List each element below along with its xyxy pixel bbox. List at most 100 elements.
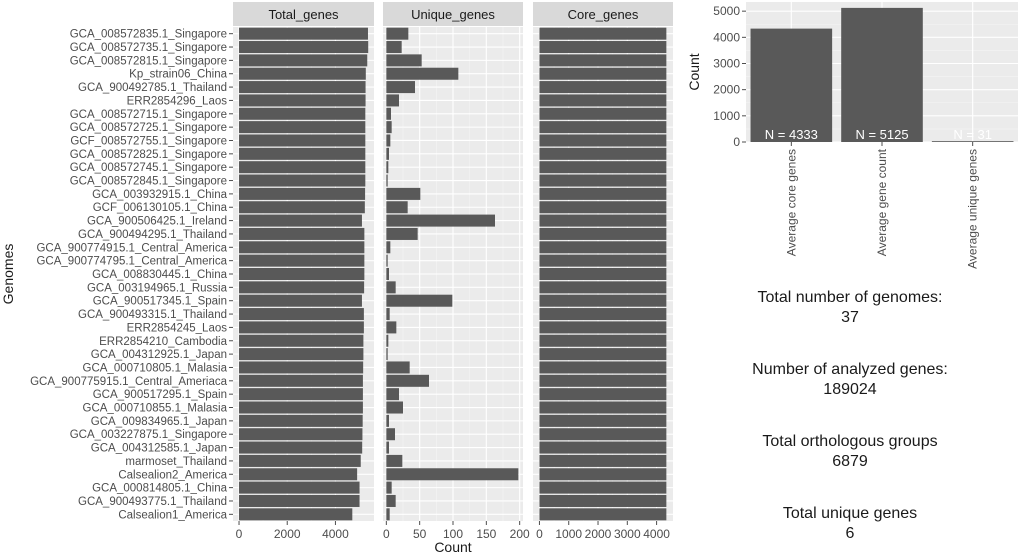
bar-unique-genes-gca-008572815-1-singapore: [386, 54, 422, 67]
x-tick-label-unique-genes: 50: [413, 527, 427, 541]
x-axis-title: Count: [434, 539, 471, 554]
bar-unique-genes-gca-004312585-1-japan: [386, 441, 389, 454]
bar-core-genes-gca-003932915-1-china: [539, 187, 667, 200]
bar-core-genes-marmoset-thailand: [539, 454, 667, 467]
genome-label-gca-900774915-1-central-america: GCA_900774915.1_Central_America: [36, 242, 227, 254]
bar-unique-genes-gca-900494295-1-thailand: [386, 227, 418, 240]
bar-total-genes-gca-900775915-1-central-ameriaca: [239, 374, 363, 387]
bar-total-genes-gcf-008572755-1-singapore: [239, 134, 366, 147]
y-tick-label: 2000: [713, 83, 740, 97]
bar-core-genes-gca-900493775-1-thailand: [539, 494, 667, 507]
bar-total-genes-gca-008572845-1-singapore: [239, 174, 366, 187]
x-tick-label-unique-genes: 200: [510, 527, 530, 541]
bar-total-genes-gca-900494295-1-thailand: [239, 227, 365, 240]
bar-core-genes-gca-003194965-1-russia: [539, 281, 667, 294]
bar-total-genes-calsealion1-america: [239, 508, 353, 521]
x-tick-label-unique-genes: 0: [383, 527, 390, 541]
summary-bar-label-average-unique-genes: N = 31: [953, 127, 992, 142]
x-tick-label-core-genes: 3000: [614, 527, 641, 541]
bar-core-genes-gca-008572725-1-singapore: [539, 121, 667, 134]
bar-total-genes-gca-003194965-1-russia: [239, 281, 365, 294]
bar-total-genes-err2854245-laos: [239, 321, 364, 334]
bar-unique-genes-gca-008572745-1-singapore: [386, 161, 389, 174]
y-tick-label: 0: [733, 135, 740, 149]
bar-core-genes-gca-009834965-1-japan: [539, 414, 667, 427]
genome-label-err2854296-laos: ERR2854296_Laos: [127, 95, 228, 107]
bar-unique-genes-gca-000814805-1-china: [386, 481, 392, 494]
bar-unique-genes-gca-900774915-1-central-america: [386, 241, 391, 254]
bar-unique-genes-err2854210-cambodia: [386, 334, 389, 347]
bar-unique-genes-err2854245-laos: [386, 321, 397, 334]
bar-total-genes-gca-009834965-1-japan: [239, 414, 363, 427]
bar-unique-genes-gca-900774795-1-central-america: [386, 254, 388, 267]
genome-label-gca-900775915-1-central-ameriaca: GCA_900775915.1_Central_Ameriaca: [30, 376, 228, 388]
y-tick-label: 3000: [713, 56, 740, 70]
x-tick-label-core-genes: 2000: [585, 527, 612, 541]
genome-label-gca-000814805-1-china: GCA_000814805.1_China: [92, 483, 228, 495]
bar-core-genes-gca-008572825-1-singapore: [539, 147, 667, 160]
bar-total-genes-gcf-006130105-1-china: [239, 201, 365, 214]
genome-label-gca-900774795-1-central-america: GCA_900774795.1_Central_America: [36, 256, 227, 268]
genome-label-gca-008572715-1-singapore: GCA_008572715.1_Singapore: [70, 109, 227, 121]
genome-label-err2854210-cambodia: ERR2854210_Cambodia: [99, 336, 227, 348]
bar-total-genes-err2854296-laos: [239, 94, 366, 107]
bar-unique-genes-gca-009834965-1-japan: [386, 414, 389, 427]
genome-label-calsealion1-america: Calsealion1_America: [118, 509, 227, 521]
analyzed-genes-label: Number of analyzed genes:: [752, 361, 948, 378]
bar-total-genes-gca-900493315-1-thailand: [239, 308, 364, 321]
bar-total-genes-gca-900492785-1-thailand: [239, 81, 366, 94]
bar-total-genes-calsealion2-america: [239, 468, 358, 481]
bar-unique-genes-gcf-008572755-1-singapore: [386, 134, 391, 147]
bar-core-genes-gca-008572745-1-singapore: [539, 161, 667, 174]
bar-core-genes-calsealion2-america: [539, 468, 667, 481]
summary-bar-average-gene-count: [841, 7, 923, 143]
x-tick-label-core-genes: 1000: [555, 527, 582, 541]
y-tick-label: 1000: [713, 109, 740, 123]
bar-unique-genes-marmoset-thailand: [386, 454, 403, 467]
summary-category-label-average-core-genes: Average core genes: [784, 149, 798, 256]
bar-unique-genes-calsealion1-america: [386, 508, 390, 521]
genome-label-gca-008572845-1-singapore: GCA_008572845.1_Singapore: [70, 176, 227, 188]
genome-label-gca-000710855-1-malasia: GCA_000710855.1_Malasia: [83, 403, 228, 415]
bar-total-genes-gca-900517295-1-spain: [239, 388, 363, 401]
genome-label-gca-003194965-1-russia: GCA_003194965.1_Russia: [87, 282, 228, 294]
bar-unique-genes-gca-900493775-1-thailand: [386, 494, 396, 507]
summary-bar-average-core-genes: [750, 28, 833, 143]
y-tick-label: 5000: [713, 4, 740, 18]
genome-label-kp-strain06-china: Kp_strain06_China: [129, 69, 227, 81]
genome-label-gca-900492785-1-thailand: GCA_900492785.1_Thailand: [78, 82, 227, 94]
x-tick-label-unique-genes: 100: [443, 527, 463, 541]
bar-core-genes-gca-008572835-1-singapore: [539, 27, 667, 40]
bar-core-genes-gca-008830445-1-china: [539, 267, 667, 281]
bar-total-genes-err2854210-cambodia: [239, 334, 364, 347]
bar-total-genes-gca-900506425-1-ireland: [239, 214, 362, 227]
bar-total-genes-gca-900774915-1-central-america: [239, 241, 365, 254]
bar-core-genes-err2854210-cambodia: [539, 334, 667, 347]
x-tick-label-total-genes: 4000: [322, 527, 349, 541]
orthologous-groups-value: 6879: [832, 453, 868, 470]
bar-unique-genes-err2854296-laos: [386, 94, 399, 107]
bar-core-genes-gca-008572845-1-singapore: [539, 174, 667, 187]
genome-label-gca-008572735-1-singapore: GCA_008572735.1_Singapore: [70, 42, 227, 54]
bar-total-genes-gca-900774795-1-central-america: [239, 254, 365, 267]
bar-core-genes-gca-900517345-1-spain: [539, 294, 667, 307]
total-genomes-value: 37: [841, 309, 859, 326]
genome-label-gca-008830445-1-china: GCA_008830445.1_China: [92, 269, 228, 281]
x-tick-label-total-genes: 0: [236, 527, 243, 541]
unique-genes-value: 6: [845, 525, 855, 542]
bar-core-genes-gca-000814805-1-china: [539, 481, 667, 494]
facet-strip-core-genes: [533, 2, 673, 26]
x-tick-label-unique-genes: 150: [476, 527, 496, 541]
bar-unique-genes-gca-000710855-1-malasia: [386, 401, 403, 414]
genome-label-gca-900517345-1-spain: GCA_900517345.1_Spain: [93, 296, 227, 308]
unique-genes-label: Total unique genes: [782, 505, 918, 522]
genome-label-gca-009834965-1-japan: GCA_009834965.1_Japan: [91, 416, 227, 428]
bar-core-genes-gca-003227875-1-singapore: [539, 428, 667, 441]
analyzed-genes-value: 189024: [823, 381, 877, 398]
x-tick-label-core-genes: 0: [536, 527, 543, 541]
genome-label-gca-900494295-1-thailand: GCA_900494295.1_Thailand: [78, 229, 227, 241]
summary-stats: Total number of genomes: 37 Number of an…: [700, 288, 1000, 544]
genome-label-gca-004312925-1-japan: GCA_004312925.1_Japan: [91, 349, 227, 361]
bar-core-genes-gca-900775915-1-central-ameriaca: [539, 374, 667, 387]
